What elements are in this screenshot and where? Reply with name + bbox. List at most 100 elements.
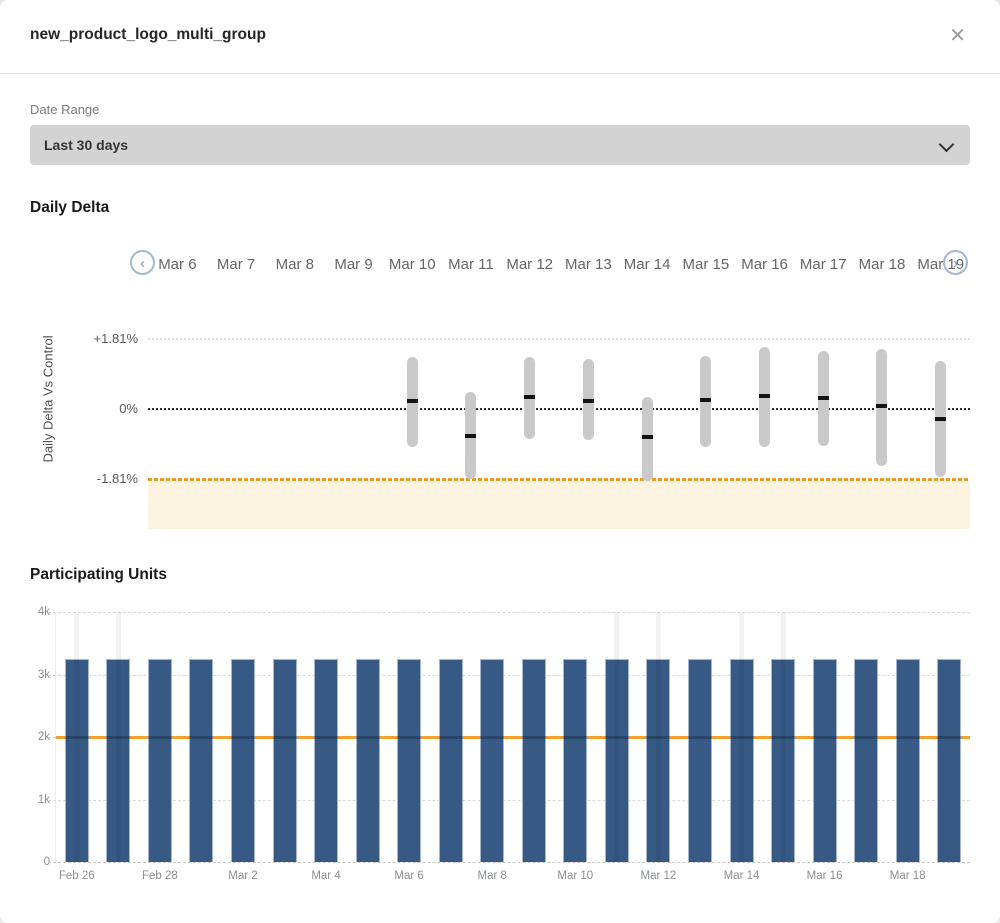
participating-units-chart: 4k 3k 2k 1k 0 Feb 26 Feb 28 Mar 2 Mar 4 Mar 6 Mar… <box>30 606 970 892</box>
delta-mean-tick <box>641 434 653 439</box>
control-line-on-bar <box>687 736 712 740</box>
control-line-on-bar <box>937 736 962 740</box>
daily-delta-y-tick: +1.81% <box>93 331 138 347</box>
control-line-on-bar <box>604 736 629 740</box>
control-line-on-bar <box>521 736 546 740</box>
participating-units-plot: Feb 26 Feb 28 Mar 2 Mar 4 Mar 6 Mar 8 Mar 10 Ma… <box>48 612 970 882</box>
delta-mean-tick <box>465 433 477 438</box>
date-nav-label: Mar 15 <box>682 256 730 273</box>
units-bar[interactable] <box>106 658 131 862</box>
chevron-down-icon <box>938 136 955 153</box>
highlight-column <box>74 612 80 862</box>
units-y-tick: 4k <box>37 606 50 618</box>
daily-delta-title: Daily Delta <box>30 199 110 216</box>
date-nav-label: Mar 12 <box>506 256 554 273</box>
date-nav-label: Mar 7 <box>216 256 256 273</box>
units-y-tick: 2k <box>37 731 50 743</box>
control-line-on-bar <box>812 736 837 740</box>
control-line-on-bar <box>646 736 671 740</box>
units-bar[interactable] <box>147 658 172 862</box>
close-icon[interactable]: ✕ <box>949 25 966 47</box>
delta-mean-tick <box>876 403 888 408</box>
units-y-tick: 1k <box>37 793 50 806</box>
delta-mean-tick <box>759 393 770 398</box>
date-nav-labels: Mar 6 Mar 7 Mar 8 Mar 9 Mar 10 Mar 11 Mar 12 Ma… <box>148 245 970 285</box>
units-bar[interactable] <box>563 658 588 862</box>
gridline <box>48 612 970 613</box>
units-bar[interactable] <box>729 658 754 862</box>
units-bar[interactable] <box>189 658 214 862</box>
control-line-on-bar <box>563 736 588 740</box>
units-x-tick: Mar 10 <box>557 870 594 882</box>
units-x-tick: Mar 2 <box>228 870 258 882</box>
units-x-tick: Mar 14 <box>723 870 760 882</box>
date-nav-label: Mar 11 <box>448 256 494 273</box>
units-bar[interactable] <box>895 658 920 862</box>
control-line-on-bar <box>314 736 339 740</box>
date-range-value: Last 30 days <box>44 137 129 153</box>
highlight-column <box>655 612 661 862</box>
control-line-on-bar <box>729 736 754 740</box>
units-bar[interactable] <box>438 658 463 862</box>
units-bar[interactable] <box>854 658 879 862</box>
gridline <box>48 862 970 863</box>
units-x-tick: Feb 28 <box>141 870 178 882</box>
control-line-on-bar <box>397 736 422 740</box>
units-bar[interactable] <box>272 658 297 862</box>
units-bar[interactable] <box>646 658 671 862</box>
units-bar[interactable] <box>480 658 505 862</box>
units-bar[interactable] <box>355 658 380 862</box>
date-nav-label: Mar 9 <box>334 256 373 273</box>
units-bar[interactable] <box>937 658 962 862</box>
control-line-on-bar <box>854 736 879 740</box>
units-bar[interactable] <box>604 658 629 862</box>
nav-next-button[interactable]: › <box>943 250 968 275</box>
participating-units-y-labels: 4k 3k 2k 1k 0 <box>30 606 55 892</box>
nav-prev-button[interactable]: ‹ <box>130 250 155 275</box>
control-units-line <box>56 735 970 739</box>
daily-delta-y-tick: 0% <box>119 401 138 416</box>
units-bar[interactable] <box>812 658 837 862</box>
threshold-line <box>148 477 970 481</box>
units-bar[interactable] <box>687 658 712 862</box>
control-line-on-bar <box>895 736 920 740</box>
units-bar[interactable] <box>771 658 796 862</box>
date-nav-label: Mar 6 <box>158 256 197 273</box>
delta-mean-tick <box>524 395 536 400</box>
units-bar[interactable] <box>230 658 255 862</box>
control-line-on-bar <box>189 736 214 740</box>
daily-delta-y-labels: +1.81% 0% -1.81% <box>52 319 148 529</box>
control-line-on-bar <box>230 736 255 740</box>
modal-title: new_product_logo_multi_group <box>30 26 266 43</box>
units-y-tick: 3k <box>37 668 50 681</box>
gridline-zero <box>148 408 970 410</box>
highlight-column <box>739 612 744 862</box>
units-bar[interactable] <box>397 658 422 862</box>
delta-mean-tick <box>700 397 712 402</box>
daily-delta-plot <box>148 319 970 529</box>
units-x-tick: Mar 18 <box>889 870 926 882</box>
units-bar[interactable] <box>521 658 546 862</box>
units-bar[interactable] <box>314 658 339 862</box>
modal-header: new_product_logo_multi_group ✕ <box>0 0 1000 74</box>
highlight-column <box>614 612 620 862</box>
date-range-dropdown[interactable]: Last 30 days <box>30 125 970 165</box>
chevron-right-icon: › <box>953 255 958 272</box>
participating-units-title: Participating Units <box>30 566 167 583</box>
highlight-column <box>115 612 121 862</box>
units-x-tick: Mar 12 <box>640 870 677 882</box>
daily-delta-chart: Daily Delta Vs Control +1.81% 0% -1.81% <box>30 319 970 529</box>
date-nav-label: Mar 10 <box>388 256 436 273</box>
units-bar[interactable] <box>64 658 89 862</box>
delta-mean-tick <box>935 416 947 421</box>
date-nav-label: Mar 14 <box>623 256 671 273</box>
units-x-tick: Mar 8 <box>477 870 507 882</box>
control-line-on-bar <box>771 736 796 740</box>
units-x-tick: Mar 6 <box>394 870 424 882</box>
control-line-on-bar <box>438 736 463 740</box>
delta-range-bar[interactable] <box>641 396 653 482</box>
gridline-upper <box>148 338 970 341</box>
threshold-band <box>148 480 970 529</box>
delta-mean-tick <box>582 399 594 404</box>
units-x-tick: Mar 16 <box>806 870 843 882</box>
